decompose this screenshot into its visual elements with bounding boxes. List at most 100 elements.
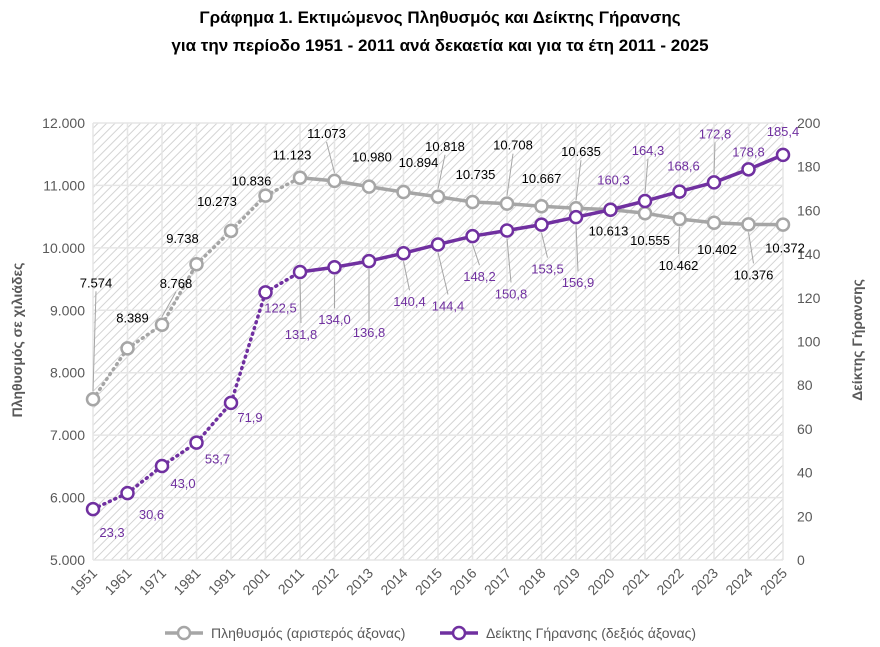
- x-tick-label: 2011: [275, 565, 308, 598]
- y-tick-right-label: 160: [797, 202, 821, 218]
- data-point-marker: [258, 188, 273, 203]
- data-label: 185,4: [767, 124, 800, 139]
- y-tick-right-label: 120: [797, 290, 821, 306]
- data-label-leader-line: [92, 291, 97, 392]
- series-line-segment: [125, 464, 164, 495]
- y-tick-right-label: 180: [797, 159, 821, 175]
- data-label-leader-line: [506, 153, 514, 196]
- data-point-marker: [85, 392, 101, 407]
- data-point-marker: [465, 228, 480, 244]
- x-tick-label: 1971: [136, 565, 169, 598]
- data-label: 11.073: [307, 126, 346, 141]
- data-label-leader-line: [541, 232, 548, 258]
- x-tick-label: 2017: [481, 565, 514, 598]
- data-label: 10.980: [352, 150, 392, 165]
- y-tick-right-label: 40: [797, 465, 813, 481]
- data-label: 136,8: [353, 325, 386, 340]
- data-point-marker: [499, 223, 515, 238]
- series-line-segment: [229, 193, 268, 233]
- y-tick-right-label: 0: [797, 552, 805, 568]
- data-label-leader-line: [437, 252, 449, 295]
- data-point-marker: [292, 170, 308, 185]
- data-point-marker: [706, 215, 722, 231]
- data-label: 23,3: [99, 525, 124, 540]
- data-point-marker: [189, 435, 204, 450]
- data-label: 160,3: [597, 173, 630, 188]
- legend-entry-label: Πληθυσμός (αριστερός άξονας): [211, 625, 405, 641]
- data-label: 10.894: [399, 155, 439, 170]
- data-label-leader-line: [161, 291, 177, 318]
- x-tick-label: 2022: [653, 565, 686, 598]
- data-label-leader-line: [326, 141, 335, 173]
- x-tick-label: 2012: [308, 565, 341, 598]
- data-label: 10.635: [561, 144, 601, 159]
- data-label: 172,8: [699, 126, 732, 141]
- data-point-marker: [85, 501, 101, 517]
- x-tick-label: 2023: [688, 565, 721, 598]
- y-tick-left-label: 9.000: [50, 302, 85, 318]
- data-point-marker: [637, 205, 653, 221]
- y-tick-left-label: 11.000: [43, 177, 85, 193]
- data-label: 10.402: [697, 242, 737, 257]
- data-point-marker: [775, 217, 791, 232]
- data-label-leader-line: [403, 261, 410, 291]
- series-line-segment: [160, 262, 199, 327]
- data-point-marker: [430, 189, 446, 205]
- data-label-leader-line: [299, 280, 302, 324]
- data-label: 134,0: [318, 312, 351, 327]
- y-tick-left-label: 8.000: [50, 365, 85, 381]
- legend: Πληθυσμός (αριστερός άξονας) Δείκτης Γήρα…: [165, 625, 696, 641]
- data-point-marker: [292, 264, 308, 280]
- data-point-marker: [396, 245, 411, 261]
- data-label: 10.836: [232, 174, 272, 189]
- data-point-marker: [189, 256, 204, 272]
- data-label: 10.667: [522, 171, 562, 186]
- data-label: 10.818: [425, 139, 465, 154]
- data-label: 53,7: [205, 452, 230, 467]
- data-label-leader-line: [437, 154, 446, 189]
- series-aging-index: 23,3 30,6 43,0 53,7 71,9 122,5 131,8134,0136,8…: [85, 124, 800, 540]
- data-label-leader-line: [748, 232, 754, 264]
- data-point-marker: [430, 237, 446, 252]
- y-tick-right-label: 140: [797, 246, 821, 262]
- x-tick-label: 2016: [446, 565, 479, 598]
- data-point-marker: [775, 147, 791, 163]
- data-point-marker: [223, 223, 239, 239]
- x-tick-label: 1961: [101, 565, 134, 598]
- data-point-marker: [465, 194, 480, 210]
- chart-title-line1: Γράφημα 1. Εκτιμώμενος Πληθυσμός και Δεί…: [199, 8, 681, 27]
- legend-entry-label: Δείκτης Γήρανσης (δεξιός άξονας): [486, 625, 696, 641]
- data-point-marker: [361, 253, 377, 269]
- data-label: 10.372: [765, 241, 805, 256]
- data-label-leader-line: [644, 158, 649, 194]
- data-label: 30,6: [139, 507, 164, 522]
- y-tick-right-label: 200: [797, 115, 821, 131]
- data-point-marker: [741, 217, 756, 232]
- x-tick-label: 1951: [67, 565, 100, 598]
- data-label: 164,3: [632, 143, 665, 158]
- data-point-marker: [154, 458, 170, 474]
- data-point-marker: [396, 184, 411, 200]
- x-tick-label: 2020: [584, 565, 617, 598]
- y-axis-right-label: Δείκτης Γήρανσης: [849, 279, 865, 401]
- x-tick-label: 2015: [412, 565, 445, 598]
- y-tick-left-label: 5.000: [50, 552, 85, 568]
- legend-marker: [176, 625, 192, 641]
- data-label: 150,8: [495, 287, 528, 302]
- data-label: 8.389: [116, 310, 149, 325]
- series-line-segment: [91, 346, 130, 402]
- data-label: 10.376: [734, 267, 774, 282]
- data-point-marker: [120, 485, 135, 501]
- data-point-marker: [672, 184, 687, 199]
- x-tick-label: 2001: [239, 565, 272, 598]
- data-label: 10.555: [630, 233, 670, 248]
- data-label-leader-line: [678, 226, 680, 255]
- data-label: 122,5: [264, 300, 297, 315]
- data-point-marker: [327, 259, 342, 275]
- series-line-segment: [194, 401, 233, 445]
- data-point-marker: [361, 179, 377, 194]
- data-point-marker: [258, 285, 273, 300]
- y-tick-right-label: 100: [797, 334, 821, 350]
